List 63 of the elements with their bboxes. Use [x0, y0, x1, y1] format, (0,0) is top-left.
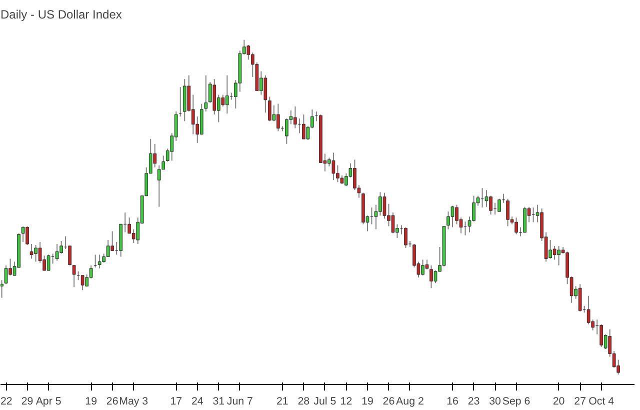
- x-tick-label: Sep 6: [502, 396, 530, 408]
- candlestick: [204, 74, 208, 112]
- candlestick: [552, 245, 556, 260]
- candlestick: [302, 114, 306, 140]
- candlestick: [268, 96, 272, 122]
- x-tick-label: Apr 5: [36, 396, 62, 408]
- candlestick: [276, 103, 280, 132]
- x-tick-label: Jun 7: [226, 396, 254, 408]
- x-tick-label: Oct 4: [588, 396, 614, 408]
- candlestick: [4, 264, 8, 285]
- candlestick: [578, 284, 582, 312]
- x-tick-label: 24: [191, 396, 204, 408]
- x-tick-label: 12: [340, 396, 352, 408]
- x-tick-label: 28: [298, 396, 310, 408]
- candlestick: [246, 44, 250, 60]
- candlestick: [293, 106, 297, 129]
- x-tick-label: 16: [446, 396, 459, 408]
- x-tick-label: 23: [468, 396, 480, 408]
- candlestick: [391, 212, 395, 234]
- x-tick-label: 26: [106, 396, 118, 408]
- candlestick: [225, 74, 229, 114]
- candlestick: [382, 192, 386, 220]
- candlestick: [450, 205, 454, 228]
- x-tick-label: 30: [489, 396, 502, 408]
- x-tick-label: 29: [21, 396, 34, 408]
- candlestick: [455, 204, 458, 225]
- candlestick: [506, 198, 510, 227]
- candlestick: [421, 259, 424, 276]
- chart-title: Daily - US Dollar Index: [0, 8, 122, 22]
- candlestick: [98, 254, 102, 269]
- x-tick-label: 26: [382, 396, 395, 408]
- x-tick-label: 19: [362, 396, 374, 408]
- candlestick: [472, 195, 476, 222]
- candlestick: [284, 118, 288, 144]
- candlestick: [55, 243, 59, 262]
- x-tick-label: Aug 2: [396, 396, 424, 408]
- x-tick-label: 21: [276, 396, 288, 408]
- candlestick: [0, 280, 4, 298]
- x-tick-label: May 3: [119, 396, 148, 408]
- candlestick: [489, 195, 492, 216]
- candlestick: [264, 74, 268, 113]
- candlestick: [404, 226, 408, 248]
- candlestick: [430, 264, 433, 289]
- candlestick: [80, 274, 84, 291]
- candlestick: [378, 192, 382, 216]
- x-tick-label: 17: [170, 396, 182, 408]
- candlestick: [68, 245, 72, 266]
- candlestick: [26, 226, 29, 246]
- candlestick: [600, 324, 604, 348]
- candlestick: [332, 152, 336, 181]
- x-tick-label: 19: [85, 396, 98, 408]
- candlestick: [514, 217, 518, 235]
- candlestick: [498, 198, 501, 212]
- x-tick-label: 22: [0, 396, 12, 408]
- candlestick: [221, 94, 225, 107]
- candlestick: [46, 254, 50, 271]
- candlestick: [72, 264, 76, 288]
- x-tick-label: Jul 5: [314, 396, 336, 408]
- candlestick: [586, 295, 590, 325]
- candlestick: [157, 164, 161, 208]
- x-tick-label: 27: [574, 396, 586, 408]
- x-tick-label: 20: [552, 396, 565, 408]
- x-tick-label: 31: [212, 396, 225, 408]
